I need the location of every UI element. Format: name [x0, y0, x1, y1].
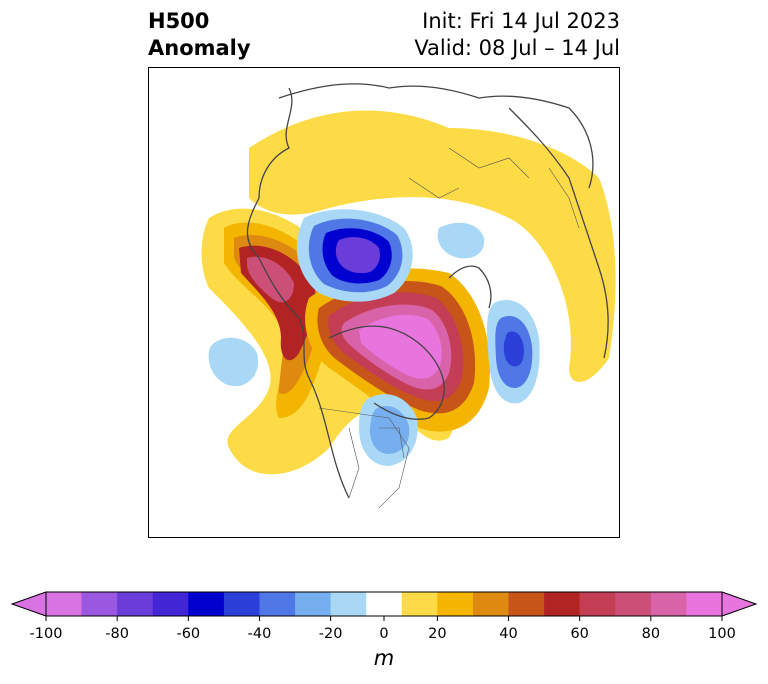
colorbar-swatch: [188, 592, 225, 616]
colorbar-swatch: [295, 592, 332, 616]
colorbar-tick-labels: -100 -80 -60 -40 -20 0 20 40 60 80 100: [0, 626, 768, 646]
colorbar-tick-label: 40: [499, 626, 518, 642]
colorbar-swatch: [508, 592, 545, 616]
colorbar-tick-label: 60: [570, 626, 589, 642]
colorbar-swatch: [152, 592, 189, 616]
anomaly-contour-minus20-north: [437, 222, 485, 259]
colorbar-tick-label: 0: [379, 626, 389, 642]
colorbar-swatch: [117, 592, 154, 616]
colorbar-tick-label: 100: [708, 626, 736, 642]
anomaly-contour-minus60-atlantic: [503, 331, 524, 367]
colorbar-swatch: [401, 592, 438, 616]
colorbar-swatch: [650, 592, 687, 616]
colorbar-swatch: [615, 592, 652, 616]
colorbar-tick-label: -80: [105, 626, 129, 642]
colorbar: [10, 591, 758, 621]
colorbar-swatch: [579, 592, 616, 616]
colorbar-swatch: [46, 592, 83, 616]
colorbar-unit: m: [373, 646, 395, 670]
colorbar-swatch: [366, 592, 403, 616]
map-canvas: [201, 83, 616, 509]
title-variable: H500: [148, 9, 210, 33]
plot-title: H500 Anomaly: [148, 8, 251, 62]
colorbar-swatch: [437, 592, 474, 616]
anomaly-contour-minus30-greatlakes: [369, 406, 410, 454]
colorbar-extend-under: [10, 591, 47, 617]
colorbar-swatch: [544, 592, 581, 616]
valid-range: Valid: 08 Jul – 14 Jul: [414, 36, 620, 60]
init-date: Init: Fri 14 Jul 2023: [422, 9, 620, 33]
anomaly-contour-minus80-arctic: [335, 237, 380, 274]
anomaly-contour-plus90-greenland: [359, 314, 442, 379]
colorbar-tick-label: -100: [29, 626, 63, 642]
colorbar-tick-label: -20: [318, 626, 343, 642]
coastlines: [246, 83, 609, 499]
colorbar-swatch: [223, 592, 260, 616]
colorbar-swatch: [472, 592, 510, 616]
colorbar-swatch: [686, 592, 723, 616]
colorbar-tick-label: -60: [176, 626, 201, 642]
anomaly-map: [148, 67, 620, 538]
anomaly-contour-plus10-north: [249, 110, 616, 382]
title-field: Anomaly: [148, 36, 251, 60]
colorbar-tick-label: 80: [641, 626, 661, 642]
colorbar-extend-over: [721, 591, 758, 617]
plot-dates: Init: Fri 14 Jul 2023 Valid: 08 Jul – 14…: [414, 8, 620, 62]
colorbar-tick-label: 20: [428, 626, 447, 642]
colorbar-swatch: [330, 592, 367, 616]
anomaly-contour-minus20-pacific: [208, 337, 259, 387]
colorbar-swatch: [81, 592, 118, 616]
colorbar-swatch: [259, 592, 296, 616]
colorbar-tick-label: -40: [247, 626, 272, 642]
country-borders: [318, 147, 580, 509]
